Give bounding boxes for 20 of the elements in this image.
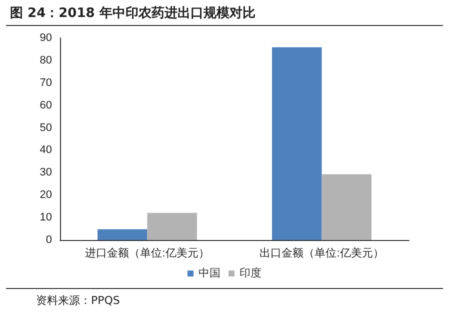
bar [98,229,148,240]
x-tick-label: 出口金额（单位:亿美元） [260,246,384,260]
legend-label: 印度 [240,266,262,280]
y-tick-label: 0 [46,234,52,246]
bar [272,47,322,240]
text: 资料来源：PPQS [6,288,443,308]
bar [147,212,197,240]
bar [322,174,372,240]
y-tick-label: 30 [40,166,52,179]
y-tick-label: 50 [40,122,52,134]
y-tick-label: 70 [40,76,52,89]
y-tick-label: 10 [40,212,52,224]
y-tick-label: 60 [40,99,52,112]
y-tick-label: 20 [40,189,52,202]
chart-title: 图 24：2018 年中印农药进出口规模对比 [6,2,443,26]
y-tick-label: 80 [40,54,52,66]
x-tick-label: 进口金额（单位:亿美元） [85,246,210,260]
y-tick-label: 90 [40,32,52,44]
legend-label: 中国 [198,266,220,280]
y-tick-label: 40 [40,144,52,156]
